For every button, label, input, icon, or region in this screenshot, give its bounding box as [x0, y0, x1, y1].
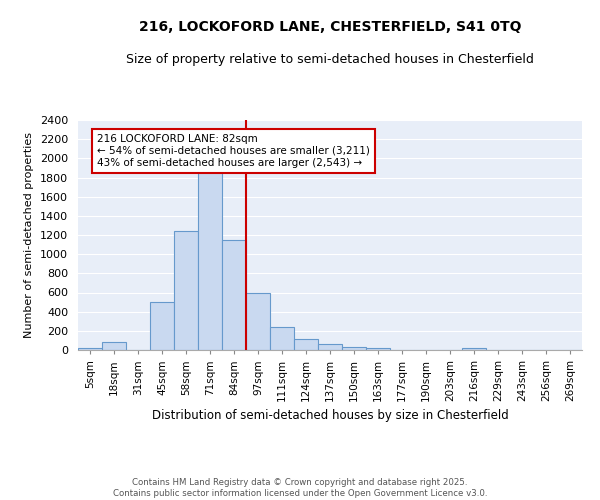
- Bar: [222, 240, 246, 350]
- Bar: [198, 170, 222, 350]
- Bar: [270, 326, 294, 350]
- Bar: [150, 302, 174, 350]
- Bar: [294, 340, 318, 350]
- Bar: [462, 348, 486, 350]
- Bar: [342, 346, 366, 350]
- Text: 216, LOCKOFORD LANE, CHESTERFIELD, S41 0TQ: 216, LOCKOFORD LANE, CHESTERFIELD, S41 0…: [139, 20, 521, 34]
- Text: 216 LOCKOFORD LANE: 82sqm
← 54% of semi-detached houses are smaller (3,211)
43% : 216 LOCKOFORD LANE: 82sqm ← 54% of semi-…: [97, 134, 370, 168]
- Bar: [78, 348, 102, 350]
- Bar: [174, 231, 198, 350]
- Text: Size of property relative to semi-detached houses in Chesterfield: Size of property relative to semi-detach…: [126, 52, 534, 66]
- Bar: [102, 342, 126, 350]
- Bar: [366, 348, 390, 350]
- Bar: [246, 294, 270, 350]
- X-axis label: Distribution of semi-detached houses by size in Chesterfield: Distribution of semi-detached houses by …: [152, 410, 508, 422]
- Bar: [318, 344, 342, 350]
- Text: Contains HM Land Registry data © Crown copyright and database right 2025.
Contai: Contains HM Land Registry data © Crown c…: [113, 478, 487, 498]
- Y-axis label: Number of semi-detached properties: Number of semi-detached properties: [25, 132, 34, 338]
